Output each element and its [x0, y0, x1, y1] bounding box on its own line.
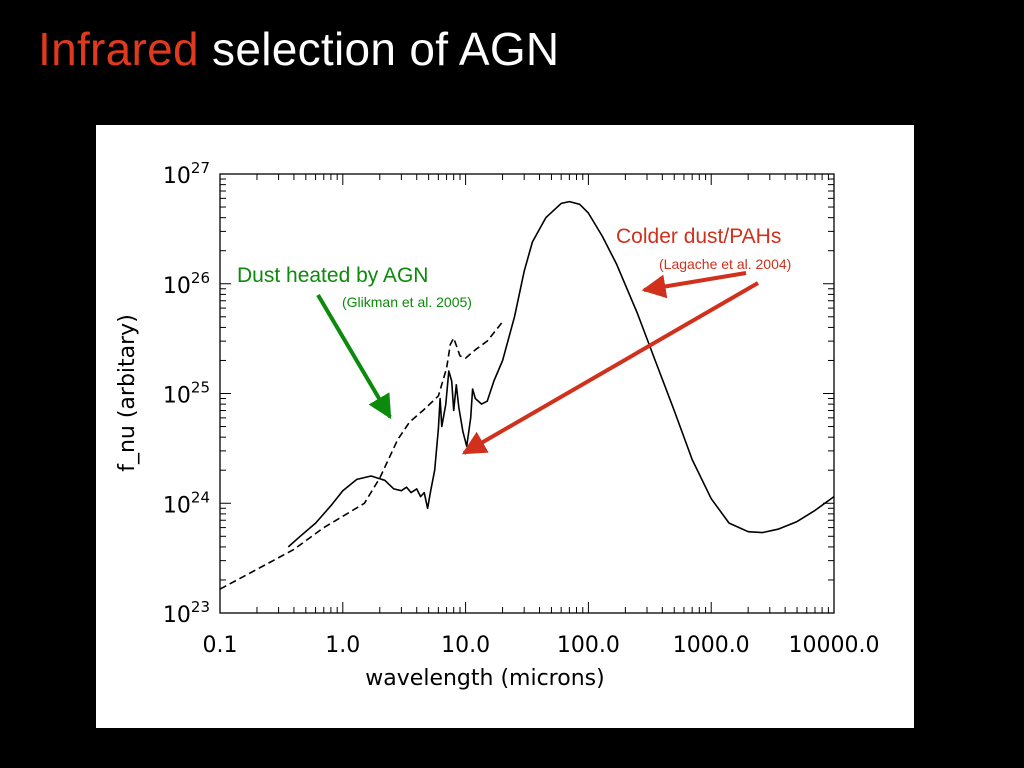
dust-annotation-ref: (Lagache et al. 2004) [659, 256, 791, 272]
axis-ticks [219, 174, 834, 614]
y-tick-exponent: 25 [191, 379, 210, 397]
sed-chart: 0.1 1.0 10.0 100.0 1000.0 10000.0 10231024102… [115, 159, 880, 691]
figure-panel: 0.1 1.0 10.0 100.0 1000.0 10000.0 1023 1024 102… [96, 125, 914, 728]
y-tick-label: 1023 [163, 598, 210, 628]
agn-annotation-ref: (Glikman et al. 2005) [342, 294, 472, 310]
x-tick-label: 10.0 [441, 633, 490, 658]
dust-annotation-label: Colder dust/PAHs [616, 225, 781, 248]
title-rest: selection of AGN [198, 23, 560, 75]
y-tick-label: 1026 [163, 269, 210, 299]
y-tick-base: 10 [163, 274, 191, 299]
x-tick-label: 0.1 [203, 633, 238, 658]
y-tick-label: 1025 [163, 379, 210, 409]
agn-template-dashed-line [219, 321, 504, 590]
y-axis-label: f_nu (arbitary) [115, 314, 140, 472]
dust-arrow-upper [641, 271, 747, 299]
agn-annotation-label: Dust heated by AGN [237, 264, 428, 287]
x-axis-label: wavelength (microns) [365, 666, 604, 691]
x-tick-label: 1.0 [325, 633, 360, 658]
y-tick-exponent: 23 [191, 598, 210, 616]
y-tick-base: 10 [163, 384, 191, 409]
y-tick-base: 10 [163, 603, 191, 628]
x-tick-label: 10000.0 [789, 633, 880, 658]
y-tick-base: 10 [163, 164, 191, 189]
title-highlight: Infrared [38, 23, 199, 75]
slide-title: Infrared selection of AGN [38, 22, 559, 76]
x-tick-label: 1000.0 [673, 633, 750, 658]
y-tick-exponent: 26 [191, 269, 210, 287]
x-tick-labels: 0.1 1.0 10.0 100.0 1000.0 10000.0 [203, 633, 880, 658]
x-tick-label: 100.0 [557, 633, 620, 658]
y-tick-exponent: 24 [191, 488, 210, 506]
agn-arrow [316, 293, 392, 420]
y-tick-label: 1024 [163, 488, 210, 518]
y-tick-exponent: 27 [191, 159, 210, 177]
y-tick-label: 1027 [163, 159, 210, 189]
dust-arrow-lower [461, 281, 760, 455]
y-tick-base: 10 [163, 493, 191, 518]
